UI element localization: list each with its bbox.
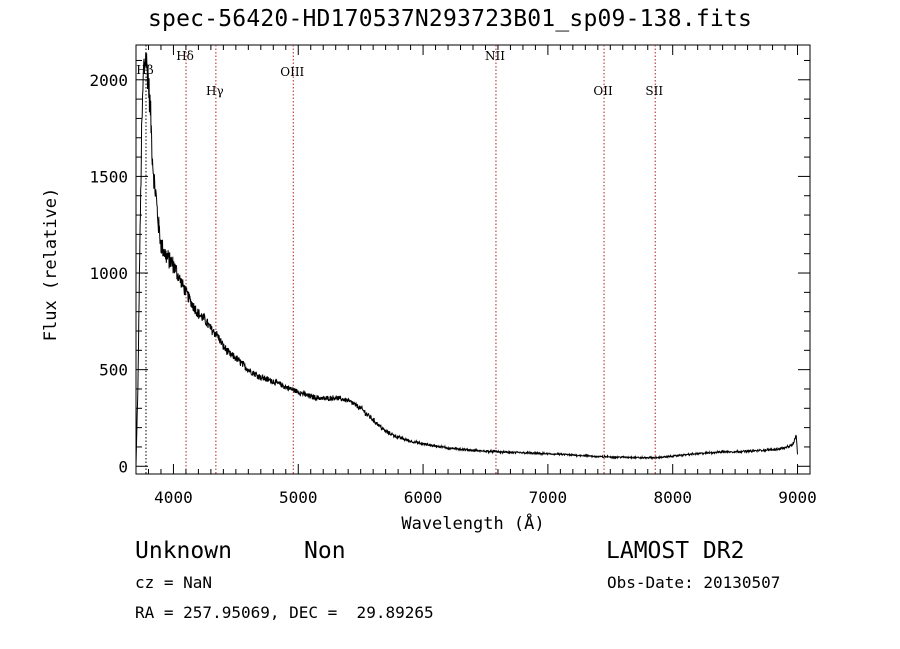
- plot-frame: [135, 44, 811, 475]
- spectral-line-label: SII: [645, 84, 663, 98]
- spectral-line-label: OIII: [280, 65, 304, 79]
- spectral-line-label: NII: [485, 49, 505, 63]
- spectral-line-label: Hδ: [176, 49, 194, 63]
- spectral-line-label: Hβ: [136, 63, 153, 77]
- flux-series-group: [135, 52, 798, 467]
- y-tick-label: 500: [99, 361, 128, 380]
- y-axis-label: Flux (relative): [41, 188, 61, 342]
- spectral-lines: Hβ Hδ Hγ OIII NII OII SII: [136, 45, 663, 474]
- redshift-cz: cz = NaN: [135, 573, 213, 592]
- axis-ticks: 4000 5000 6000 7000 8000 9000 0 500 1000 1500 2000: [89, 45, 817, 507]
- object-subclass: Non: [304, 538, 346, 564]
- x-tick-label: 7000: [529, 488, 568, 507]
- x-tick-label: 8000: [653, 488, 692, 507]
- x-tick-label: 4000: [154, 488, 193, 507]
- y-tick-label: 1500: [89, 167, 128, 186]
- object-class: Unknown: [135, 538, 232, 564]
- chart-title: spec-56420-HD170537N293723B01_sp09-138.f…: [147, 6, 753, 32]
- y-tick-label: 0: [118, 457, 128, 476]
- x-tick-label: 9000: [778, 488, 817, 507]
- spectral-line-label: OII: [593, 84, 613, 98]
- x-axis-label: Wavelength (Å): [401, 512, 544, 534]
- observation-date: Obs-Date: 20130507: [607, 573, 781, 592]
- y-tick-label: 1000: [89, 264, 128, 283]
- x-tick-label: 6000: [404, 488, 443, 507]
- x-tick-label: 5000: [279, 488, 318, 507]
- plot-border: [135, 44, 811, 475]
- flux-series-line: [135, 52, 798, 467]
- spectral-line-label: Hγ: [206, 84, 224, 98]
- survey-label: LAMOST DR2: [606, 538, 745, 564]
- y-tick-label: 2000: [89, 71, 128, 90]
- ra-dec-coordinates: RA = 257.95069, DEC = 29.89265: [135, 603, 434, 622]
